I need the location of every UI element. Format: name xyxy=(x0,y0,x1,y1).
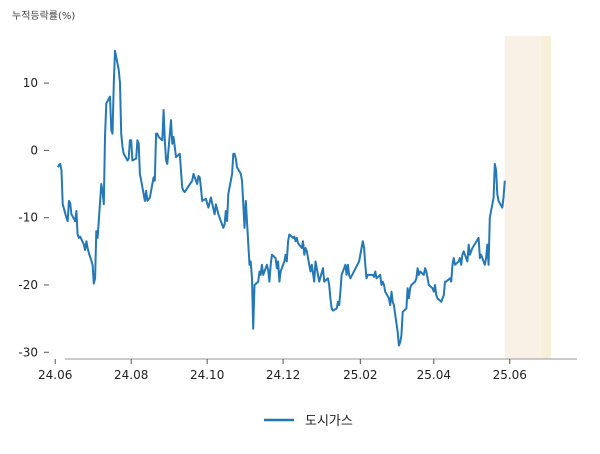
x-tick-label: 24.08 xyxy=(114,368,148,382)
series-line-도시가스 xyxy=(56,49,506,347)
y-tick-label: -10 xyxy=(18,211,38,225)
x-tick-label: 25.06 xyxy=(493,368,527,382)
y-tick-label: -20 xyxy=(18,278,38,292)
highlight-band-1 xyxy=(504,36,541,359)
x-tick-label: 24.12 xyxy=(266,368,300,382)
y-tick-label: -30 xyxy=(18,345,38,359)
x-tick-label: 25.04 xyxy=(417,368,451,382)
y-axis: 10 0 -10 -20 -30 xyxy=(18,76,49,359)
x-tick-label: 24.10 xyxy=(190,368,224,382)
highlight-bands xyxy=(504,36,551,359)
y-axis-label: 누적등락률(%) xyxy=(12,10,75,22)
legend[interactable]: 도시가스 xyxy=(264,414,353,429)
y-tick-label: 0 xyxy=(30,143,38,157)
x-tick-label: 25.02 xyxy=(343,368,377,382)
highlight-band-2 xyxy=(540,36,551,359)
y-tick-label: 10 xyxy=(23,76,38,90)
x-tick-label: 24.06 xyxy=(38,368,72,382)
x-axis: 24.06 24.08 24.10 24.12 25.02 25.04 25.06 xyxy=(38,359,527,382)
legend-label: 도시가스 xyxy=(305,414,353,429)
